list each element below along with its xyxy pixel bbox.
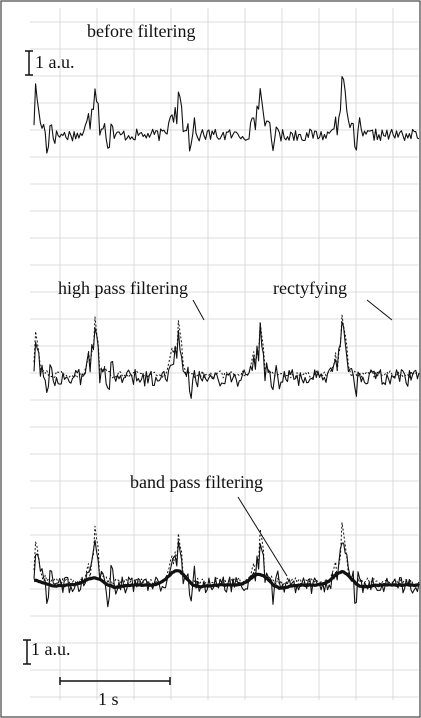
- annotation-band-pass-filtering: band pass filtering: [130, 472, 263, 492]
- amplitude-scale-bar-top: [25, 50, 33, 76]
- time-scale-bar: [59, 677, 171, 685]
- trace-middle-dotted: [33, 314, 420, 379]
- annotation-pointer-high-pass: [192, 299, 205, 321]
- amplitude-scale-label-top: 1 a.u.: [35, 52, 75, 72]
- amplitude-scale-bar-bottom: [23, 639, 31, 665]
- time-scale-label: 1 s: [98, 689, 119, 709]
- panel-title-before-filtering: before filtering: [87, 21, 195, 41]
- annotation-high-pass-filtering: high pass filtering: [58, 278, 188, 298]
- grid: [30, 8, 419, 700]
- annotation-rectyfying: rectyfying: [273, 278, 347, 298]
- annotation-pointer-rectyfying: [366, 299, 393, 321]
- annotation-pointer-band-pass: [237, 496, 288, 577]
- trace-middle-solid: [33, 321, 420, 399]
- trace-bottom-bold: [33, 569, 420, 590]
- trace-top-solid: [33, 76, 420, 154]
- traces: [33, 76, 420, 608]
- trace-bottom-solid: [33, 539, 420, 608]
- amplitude-scale-label-bottom: 1 a.u.: [31, 639, 71, 659]
